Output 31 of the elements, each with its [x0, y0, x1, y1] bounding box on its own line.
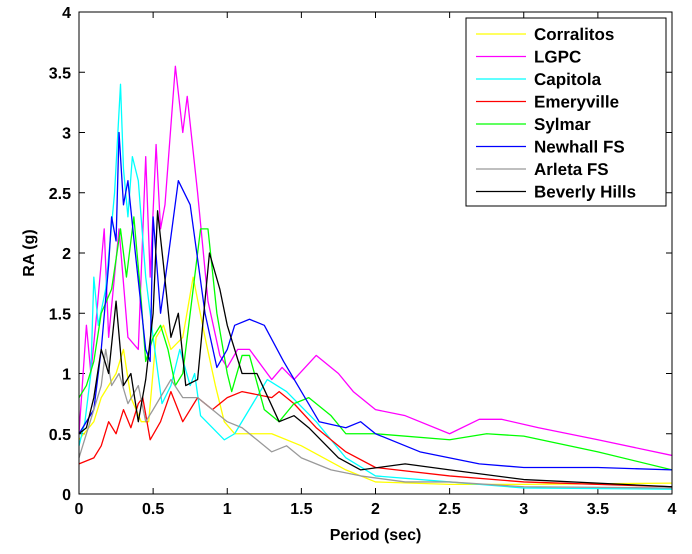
x-tick-label: 3.5 [586, 501, 610, 518]
line-series [78, 132, 673, 471]
x-tick-label: 0 [74, 501, 84, 518]
y-axis-title: RA (g) [21, 229, 38, 277]
y-tick-label: 1 [62, 366, 72, 384]
legend-label: Beverly Hills [534, 182, 636, 202]
y-tick-label: 0.5 [48, 426, 72, 444]
legend-label: Sylmar [534, 115, 592, 134]
y-tick-label: 4 [62, 5, 72, 22]
x-tick-label: 1 [222, 501, 232, 518]
x-axis-title: Period (sec) [330, 527, 422, 544]
x-tick-label: 2.5 [438, 501, 461, 518]
y-tick-label: 2.5 [48, 186, 72, 203]
x-tick-label: 4 [668, 501, 677, 518]
x-tick-label: 0.5 [142, 501, 164, 518]
line-series [78, 276, 673, 486]
line-series [78, 348, 673, 489]
x-tick-label: 3 [519, 501, 528, 518]
y-tick-label: 0 [62, 487, 72, 504]
legend-label: Newhall FS [534, 138, 625, 156]
y-tick-label: 3 [62, 126, 72, 142]
legend-label: Capitola [534, 70, 602, 89]
legend-label: Corralitos [534, 25, 614, 44]
y-tick-label: 3.5 [48, 65, 72, 82]
x-tick-label: 2 [371, 501, 380, 518]
legend-label: Emeryville [534, 92, 620, 112]
x-tick-label: 1.5 [290, 501, 313, 518]
legend-label: LGPC [534, 48, 582, 66]
legend-label: Arleta FS [534, 160, 609, 179]
y-tick-label: 2 [62, 246, 72, 263]
y-tick-label: 1.5 [48, 306, 72, 324]
